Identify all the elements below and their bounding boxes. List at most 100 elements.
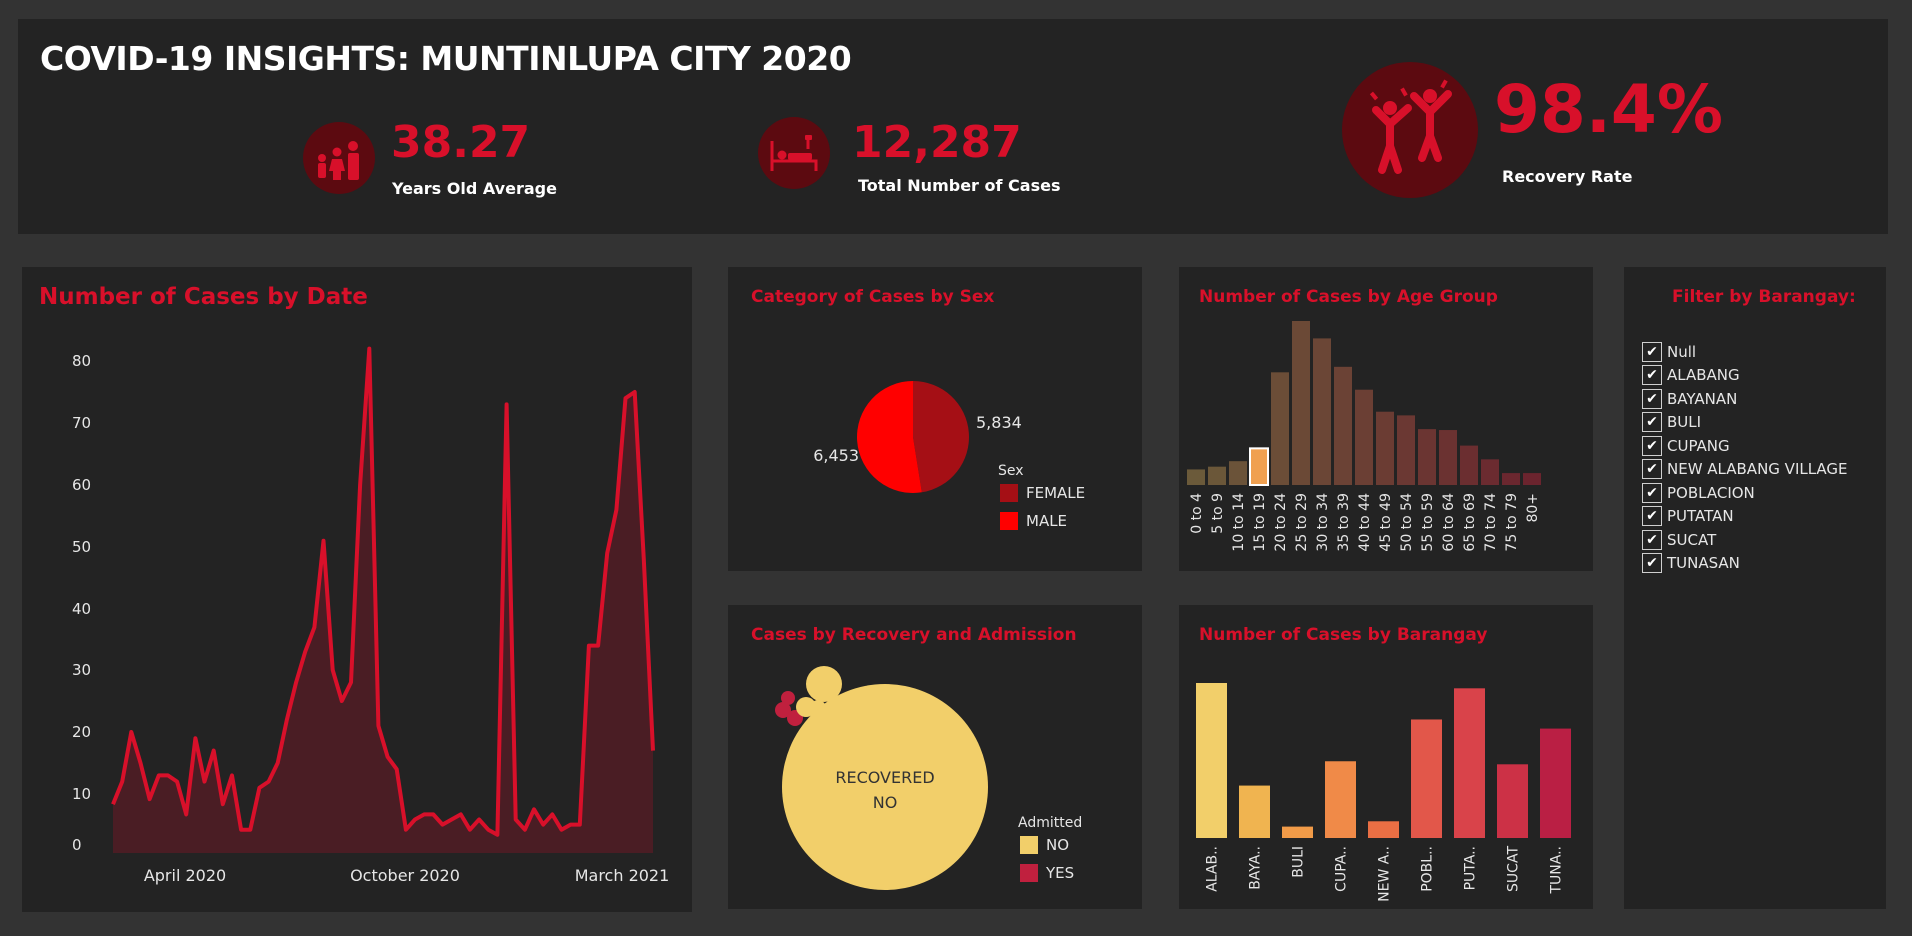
cases-point[interactable]: [641, 556, 647, 562]
filter-item-alabang[interactable]: ✔ ALABANG: [1642, 364, 1740, 387]
checkbox[interactable]: ✔: [1642, 435, 1662, 456]
filter-item-new-alabang-village[interactable]: ✔ NEW ALABANG VILLAGE: [1642, 458, 1848, 481]
bubble-small-red-2[interactable]: [775, 702, 791, 718]
cases-point[interactable]: [293, 679, 299, 685]
barangay-bar-8[interactable]: [1540, 728, 1571, 838]
cases-point[interactable]: [119, 779, 125, 785]
filter-item-bayanan[interactable]: ✔ BAYANAN: [1642, 387, 1737, 410]
cases-point[interactable]: [412, 817, 418, 823]
cases-point[interactable]: [357, 482, 363, 488]
cases-point[interactable]: [604, 550, 610, 556]
cases-point[interactable]: [229, 772, 235, 778]
cases-point[interactable]: [348, 679, 354, 685]
age-bar-2[interactable]: [1229, 461, 1247, 485]
filter-item-sucat[interactable]: ✔ SUCAT: [1642, 528, 1716, 551]
checkbox[interactable]: ✔: [1642, 412, 1662, 432]
cases-point[interactable]: [540, 822, 546, 828]
cases-point[interactable]: [256, 785, 262, 791]
cases-point[interactable]: [458, 811, 464, 817]
checkbox[interactable]: ✔: [1642, 388, 1662, 409]
cases-point[interactable]: [449, 817, 455, 823]
cases-point[interactable]: [613, 507, 619, 513]
cases-point[interactable]: [275, 760, 281, 766]
checkbox[interactable]: ✔: [1642, 553, 1662, 573]
checkbox[interactable]: ✔: [1642, 365, 1662, 385]
pie-slice-male[interactable]: [857, 381, 922, 493]
cases-point[interactable]: [513, 817, 519, 823]
age-bar-11[interactable]: [1418, 429, 1436, 485]
filter-item-buli[interactable]: ✔ BULI: [1642, 411, 1701, 434]
pie-slice-female[interactable]: [913, 381, 970, 493]
checkbox[interactable]: ✔: [1642, 482, 1662, 503]
cases-point[interactable]: [302, 649, 308, 655]
bubble-small-red-1[interactable]: [781, 691, 795, 705]
age-bar-9[interactable]: [1376, 411, 1394, 485]
cases-point[interactable]: [632, 389, 638, 395]
bubble-recovered-no[interactable]: [782, 684, 988, 890]
cases-line[interactable]: [111, 346, 655, 837]
cases-point[interactable]: [284, 717, 290, 723]
age-bar-10[interactable]: [1397, 415, 1415, 485]
age-bar-12[interactable]: [1439, 430, 1457, 485]
cases-point[interactable]: [559, 827, 565, 833]
cases-point[interactable]: [476, 817, 482, 823]
barangay-bar-5[interactable]: [1411, 719, 1442, 838]
cases-point[interactable]: [110, 801, 116, 807]
age-bar-16[interactable]: [1523, 473, 1541, 485]
cases-point[interactable]: [220, 801, 226, 807]
cases-point[interactable]: [311, 624, 317, 630]
cases-point[interactable]: [192, 735, 198, 741]
cases-point[interactable]: [375, 723, 381, 729]
cases-point[interactable]: [128, 729, 134, 735]
age-bar-6[interactable]: [1313, 338, 1331, 485]
checkbox[interactable]: ✔: [1642, 529, 1662, 550]
cases-point[interactable]: [330, 667, 336, 673]
cases-point[interactable]: [568, 822, 574, 828]
cases-point[interactable]: [202, 779, 208, 785]
cases-point[interactable]: [494, 832, 500, 838]
cases-point[interactable]: [138, 760, 144, 766]
cases-point[interactable]: [147, 796, 153, 802]
cases-point[interactable]: [321, 538, 327, 544]
cases-point[interactable]: [366, 346, 372, 352]
barangay-bar-1[interactable]: [1239, 785, 1270, 838]
legend-item-admitted-no[interactable]: NO: [1020, 836, 1069, 854]
cases-point[interactable]: [577, 822, 583, 828]
age-bar-0[interactable]: [1187, 469, 1205, 485]
barangay-bar-7[interactable]: [1497, 764, 1528, 838]
cases-point[interactable]: [211, 748, 217, 754]
barangay-bar-6[interactable]: [1454, 688, 1485, 838]
bubble-small-yellow-2[interactable]: [796, 697, 816, 717]
age-bar-15[interactable]: [1502, 473, 1520, 485]
cases-point[interactable]: [183, 811, 189, 817]
cases-point[interactable]: [403, 827, 409, 833]
filter-item-poblacion[interactable]: ✔ POBLACION: [1642, 481, 1755, 504]
age-bar-1[interactable]: [1208, 466, 1226, 485]
cases-point[interactable]: [156, 772, 162, 778]
filter-item-null[interactable]: ✔ Null: [1642, 340, 1696, 363]
cases-point[interactable]: [394, 766, 400, 772]
checkbox[interactable]: ✔: [1642, 459, 1662, 479]
cases-point[interactable]: [595, 643, 601, 649]
filter-item-tunasan[interactable]: ✔ TUNASAN: [1642, 552, 1740, 575]
cases-point[interactable]: [440, 822, 446, 828]
cases-point[interactable]: [549, 811, 555, 817]
legend-item-male[interactable]: MALE: [1000, 512, 1067, 530]
cases-point[interactable]: [339, 698, 345, 704]
cases-point[interactable]: [174, 779, 180, 785]
barangay-bar-3[interactable]: [1325, 761, 1356, 838]
age-bar-3[interactable]: [1249, 447, 1269, 487]
cases-point[interactable]: [504, 401, 510, 407]
age-bar-13[interactable]: [1460, 445, 1478, 485]
cases-point[interactable]: [650, 748, 656, 754]
legend-item-admitted-yes[interactable]: YES: [1020, 864, 1074, 882]
age-bar-8[interactable]: [1355, 389, 1373, 485]
cases-point[interactable]: [247, 827, 253, 833]
cases-point[interactable]: [623, 395, 629, 401]
cases-point[interactable]: [421, 811, 427, 817]
checkbox[interactable]: ✔: [1642, 341, 1662, 362]
cases-point[interactable]: [238, 827, 244, 833]
age-bar-7[interactable]: [1334, 366, 1352, 485]
filter-item-putatan[interactable]: ✔ PUTATAN: [1642, 505, 1734, 528]
age-bar-5[interactable]: [1292, 321, 1310, 485]
